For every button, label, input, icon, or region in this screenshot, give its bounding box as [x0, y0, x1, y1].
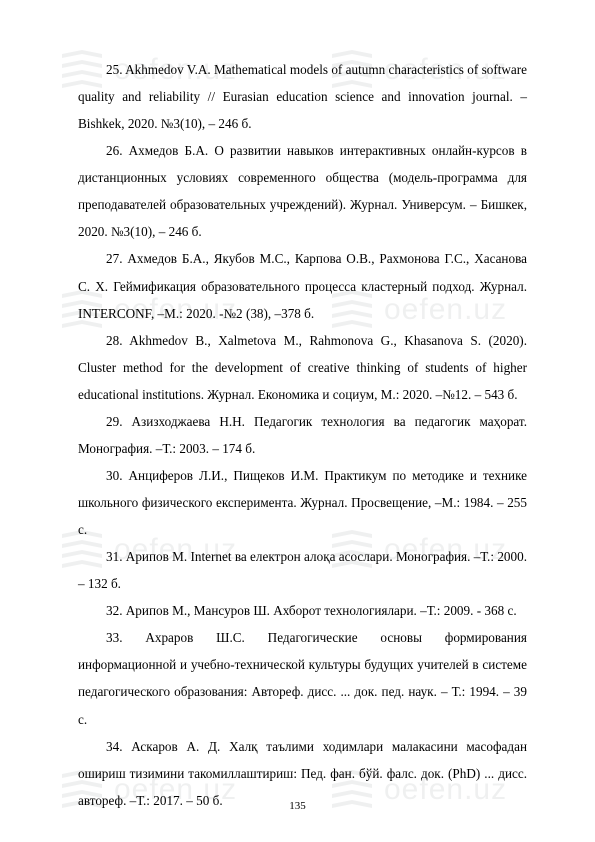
- reference-item: 25. Akhmedov V.A. Mathematical models of…: [78, 56, 527, 137]
- reference-item: 32. Арипов М., Мансуров Ш. Ахборот техно…: [78, 597, 527, 624]
- page-number: 135: [0, 800, 595, 812]
- reference-item: 28. Akhmedov B., Xalmetova M., Rahmonova…: [78, 327, 527, 408]
- reference-item: 26. Ахмедов Б.А. О развитии навыков инте…: [78, 137, 527, 245]
- reference-item: 33. Ахраров Ш.С. Педагогические основы ф…: [78, 624, 527, 732]
- page-content: 25. Akhmedov V.A. Mathematical models of…: [0, 0, 595, 842]
- reference-item: 27. Ахмедов Б.А., Якубов М.С., Карпова О…: [78, 245, 527, 326]
- reference-item: 29. Азизходжаева Н.Н. Педагогик технолог…: [78, 408, 527, 462]
- reference-item: 31. Арипов М. Internet ва електрон алоқа…: [78, 543, 527, 597]
- reference-item: 30. Анциферов Л.И., Пищеков И.М. Практик…: [78, 462, 527, 543]
